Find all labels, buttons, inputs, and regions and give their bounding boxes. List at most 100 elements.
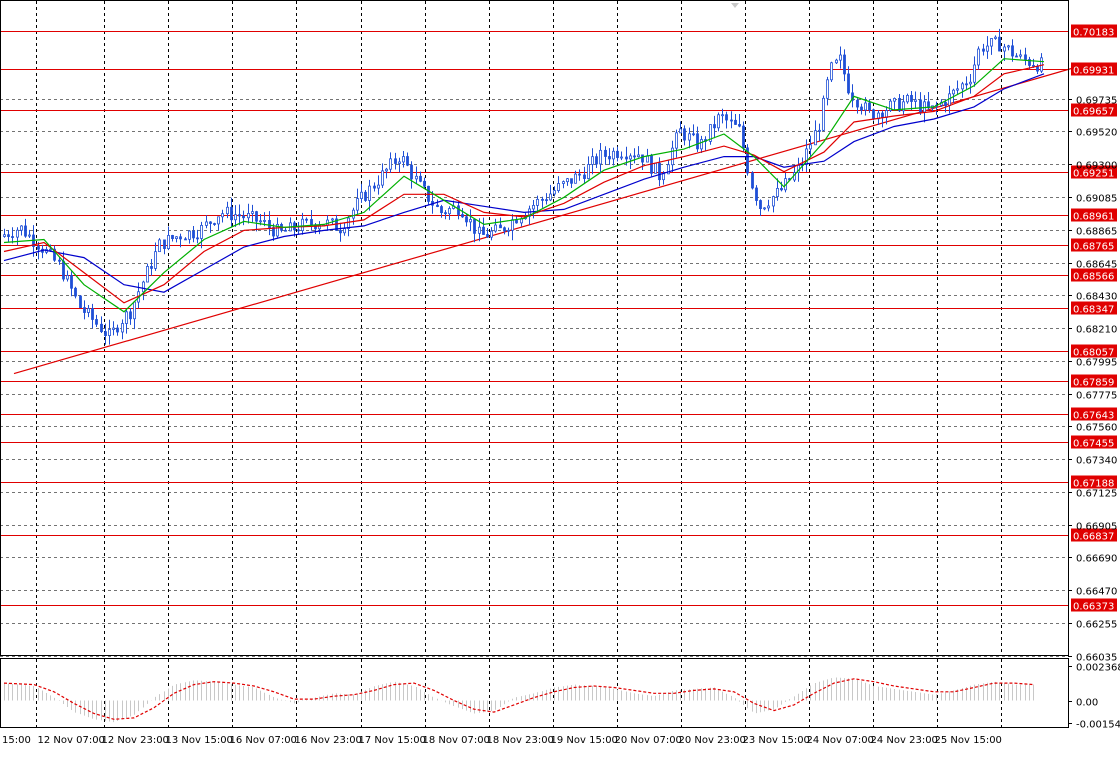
candle-body: [113, 328, 115, 329]
candle-body: [4, 235, 6, 237]
candle-body: [147, 266, 149, 282]
osc-tick-label: -0.001541: [1076, 720, 1120, 731]
candle-body: [235, 215, 237, 220]
level-label: 0.67859: [1073, 378, 1114, 389]
candle-body: [659, 163, 661, 179]
candle-body: [126, 312, 128, 324]
candle-body: [210, 222, 212, 224]
y-tick-label: 0.68865: [1076, 227, 1117, 238]
candle-body: [143, 282, 145, 292]
candle-body: [243, 216, 245, 218]
y-tick-label: 0.66690: [1076, 554, 1117, 565]
candle-body: [735, 120, 737, 124]
x-tick-label: 12 Nov 07:00: [38, 735, 105, 746]
candle-body: [12, 237, 14, 238]
candle-body: [269, 220, 271, 227]
candle-body: [441, 207, 443, 213]
candle-body: [176, 237, 178, 239]
x-tick-label: 24 Nov 07:00: [807, 735, 874, 746]
candle-body: [752, 173, 754, 188]
candle-body: [907, 95, 909, 101]
candle-body: [483, 227, 485, 234]
candle-body: [886, 111, 888, 118]
candle-body: [760, 201, 762, 209]
candle-body: [80, 296, 82, 308]
level-label: 0.66373: [1073, 602, 1114, 613]
candle-body: [773, 197, 775, 206]
y-tick-label: 0.67775: [1076, 391, 1117, 402]
x-tick-label: 18 Nov 23:00: [487, 735, 554, 746]
candles: [4, 29, 1043, 345]
candle-body: [810, 145, 812, 149]
candle-body: [823, 98, 825, 130]
candle-body: [920, 100, 922, 112]
candle-body: [857, 100, 859, 107]
candle-body: [1025, 55, 1027, 60]
candle-body: [285, 230, 287, 231]
y-tick-label: 0.68645: [1076, 260, 1117, 271]
x-tick-label: 23 Nov 15:00: [743, 735, 810, 746]
candle-body: [739, 124, 741, 126]
shift-marker-icon: [731, 3, 739, 8]
candle-body: [130, 312, 132, 319]
x-tick-label: 20 Nov 23:00: [679, 735, 746, 746]
candle-body: [563, 182, 565, 184]
candle-body: [819, 130, 821, 131]
candle-body: [63, 261, 65, 279]
candle-body: [592, 157, 594, 165]
candle-body: [340, 230, 342, 232]
candle-body: [957, 89, 959, 90]
candle-body: [21, 226, 23, 230]
x-tick-label: 12 Nov 23:00: [102, 735, 169, 746]
candle-body: [626, 157, 628, 159]
candle-body: [701, 140, 703, 149]
y-tick-label: 0.69735: [1076, 96, 1117, 107]
candle-body: [764, 208, 766, 209]
candle-body: [844, 55, 846, 74]
candle-body: [680, 129, 682, 133]
candle-body: [999, 37, 1001, 51]
x-tick-label: 15:00: [2, 735, 31, 746]
candle-body: [491, 231, 493, 237]
candle-body: [831, 63, 833, 80]
candle-body: [374, 186, 376, 188]
candle-body: [248, 213, 250, 217]
candle-body: [407, 157, 409, 166]
candle-body: [38, 247, 40, 250]
candle-body: [684, 129, 686, 140]
candle-body: [731, 120, 733, 121]
candle-body: [466, 217, 468, 222]
candle-body: [302, 219, 304, 230]
level-label: 0.67643: [1073, 411, 1114, 422]
candle-body: [479, 227, 481, 233]
candle-body: [88, 308, 90, 312]
candle-body: [777, 188, 779, 196]
candle-body: [50, 249, 52, 250]
candle-body: [1041, 58, 1043, 71]
x-tick-label: 18 Nov 07:00: [423, 735, 490, 746]
candle-body: [1016, 56, 1018, 57]
candle-body: [588, 164, 590, 178]
oscillator-frame: [1, 659, 1069, 728]
candle-body: [504, 228, 506, 231]
candle-body: [617, 151, 619, 157]
candle-body: [474, 219, 476, 233]
ma-fast-line: [4, 59, 1044, 312]
candle-body: [970, 82, 972, 84]
level-label: 0.67455: [1073, 439, 1114, 450]
x-tick-label: 20 Nov 07:00: [615, 735, 682, 746]
candle-body: [726, 115, 728, 120]
candle-body: [252, 212, 254, 214]
candle-body: [185, 239, 187, 240]
y-tick-label: 0.67995: [1076, 358, 1117, 369]
candle-body: [571, 179, 573, 184]
candle-body: [306, 219, 308, 220]
candle-body: [567, 179, 569, 182]
candle-body: [500, 225, 502, 228]
candle-body: [600, 150, 602, 164]
candle-body: [332, 219, 334, 220]
candle-body: [613, 151, 615, 159]
candle-body: [403, 157, 405, 162]
